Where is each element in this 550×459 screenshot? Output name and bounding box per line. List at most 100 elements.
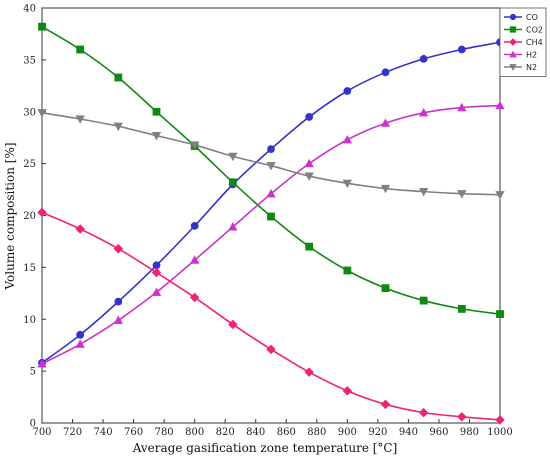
data-point-h2: [419, 108, 429, 117]
data-point-h2: [266, 188, 276, 198]
data-point-n2: [151, 132, 162, 141]
data-point-co: [419, 54, 428, 63]
data-point-n2: [419, 188, 429, 197]
y-tick-label: 10: [23, 315, 36, 326]
data-point-co: [381, 68, 390, 77]
data-point-ch4: [113, 243, 124, 254]
data-point-co2: [76, 45, 85, 54]
y-tick-label: 0: [30, 419, 36, 430]
data-point-co2: [419, 296, 428, 305]
x-tick-label: 1000: [487, 427, 512, 438]
x-tick-label: 920: [368, 427, 387, 438]
legend-item-ch4: CH4: [504, 38, 543, 47]
data-point-ch4: [37, 207, 47, 218]
data-point-h2: [37, 359, 47, 368]
data-point-ch4: [495, 415, 505, 425]
y-tick-label: 5: [30, 367, 36, 378]
legend-label-co: CO: [526, 13, 538, 22]
legend-item-h2: H2: [504, 51, 537, 60]
legend-label-ch4: CH4: [526, 38, 543, 47]
x-tick-label: 740: [94, 427, 113, 438]
x-tick-label: 780: [155, 427, 174, 438]
data-point-h2: [190, 255, 200, 264]
data-point-co: [190, 221, 199, 230]
y-tick-label: 15: [23, 263, 36, 274]
x-tick-label: 840: [246, 427, 265, 438]
legend-marker-ch4: [509, 38, 517, 46]
data-point-n2: [342, 179, 352, 189]
legend-item-co: CO: [504, 13, 538, 22]
data-point-ch4: [380, 399, 391, 410]
x-tick-label: 720: [63, 427, 82, 438]
data-point-co2: [228, 178, 237, 187]
series-co2: [38, 22, 504, 318]
data-point-h2: [342, 135, 352, 144]
data-point-n2: [190, 141, 200, 150]
x-tick-label: 800: [185, 427, 204, 438]
data-point-co: [76, 330, 85, 339]
data-point-h2: [228, 222, 238, 231]
data-point-co2: [457, 304, 466, 313]
data-point-co2: [496, 310, 504, 318]
legend-label-h2: H2: [526, 51, 537, 60]
legend-label-n2: N2: [526, 63, 537, 72]
data-point-ch4: [228, 319, 238, 330]
data-point-n2: [228, 152, 238, 162]
data-point-co: [267, 145, 275, 153]
data-point-n2: [380, 184, 391, 194]
series-h2: [37, 100, 505, 368]
x-tick-label: 820: [216, 427, 235, 438]
data-point-co2: [267, 212, 275, 221]
data-point-co: [305, 113, 314, 121]
legend-marker-h2: [509, 50, 517, 58]
y-tick-label: 30: [23, 107, 36, 118]
data-point-ch4: [151, 267, 162, 278]
data-point-co: [343, 87, 352, 95]
x-tick-label: 940: [399, 427, 418, 438]
x-axis-title: Average gasification zone temperature [°…: [132, 441, 398, 455]
data-point-co: [457, 45, 466, 54]
x-tick-label: 880: [307, 427, 326, 438]
data-point-co2: [114, 73, 123, 82]
legend-marker-co2: [509, 26, 517, 33]
x-tick-label: 900: [338, 427, 357, 438]
data-point-ch4: [189, 292, 200, 303]
data-point-co: [114, 297, 123, 306]
data-point-h2: [457, 102, 467, 112]
data-point-n2: [457, 190, 467, 199]
x-tick-label: 980: [460, 427, 479, 438]
series-n2: [37, 109, 505, 200]
data-point-co2: [38, 22, 46, 31]
legend-marker-co: [509, 13, 517, 21]
x-tick-label: 760: [124, 427, 143, 438]
data-point-h2: [380, 118, 391, 127]
data-point-h2: [113, 315, 123, 324]
data-point-co2: [343, 266, 352, 275]
x-tick-label: 960: [429, 427, 448, 438]
data-point-co2: [381, 284, 390, 293]
legend-item-n2: N2: [504, 63, 537, 72]
y-axis-title: Volume composition [%]: [3, 142, 17, 290]
y-tick-label: 25: [23, 159, 36, 170]
data-point-h2: [151, 287, 162, 296]
data-point-h2: [304, 158, 314, 168]
data-point-n2: [113, 122, 123, 132]
legend-marker-n2: [509, 64, 517, 71]
data-point-n2: [304, 172, 314, 181]
data-point-n2: [37, 109, 47, 118]
data-point-ch4: [418, 407, 429, 418]
legend-item-co2: CO2: [504, 26, 543, 35]
data-point-co2: [152, 107, 161, 116]
data-point-ch4: [266, 344, 276, 355]
data-point-ch4: [304, 367, 314, 377]
data-point-n2: [495, 191, 505, 200]
data-point-ch4: [342, 386, 353, 396]
data-point-ch4: [457, 412, 467, 422]
series-ch4: [37, 207, 505, 425]
data-point-h2: [75, 339, 85, 348]
y-tick-label: 40: [23, 4, 36, 15]
data-point-h2: [495, 100, 505, 110]
data-point-n2: [266, 162, 276, 171]
